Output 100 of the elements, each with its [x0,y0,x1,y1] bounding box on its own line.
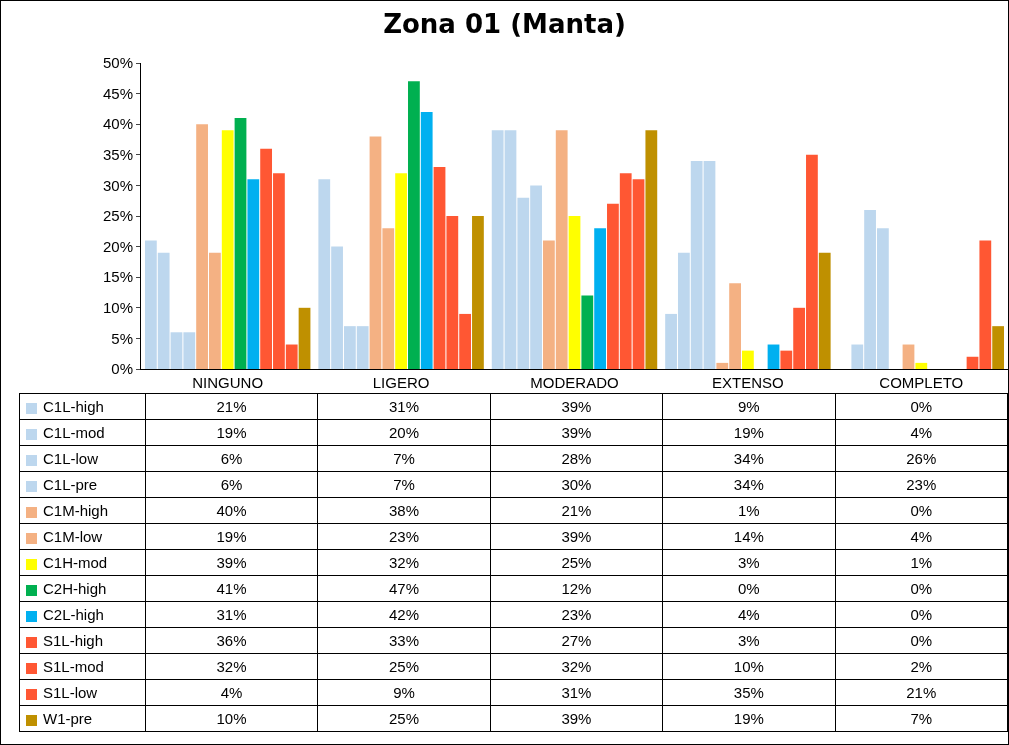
data-label: 0% [835,601,1008,628]
x-tick-label: EXTENSO [712,374,784,391]
chart-title: Zona 01 (Manta) [383,8,626,39]
y-tick-label: 30% [102,176,133,194]
legend-label: C1H-mod [19,549,146,576]
data-label: 0% [835,497,1008,524]
bar [472,216,484,369]
data-label: 39% [490,393,663,420]
bar [408,81,420,369]
legend-label: C2L-high [19,601,146,628]
y-tick-label: 35% [102,146,133,164]
bar [767,344,780,369]
data-label: 39% [490,419,663,446]
x-tick-label: NINGUNO [192,374,264,391]
data-label: 3% [662,549,836,576]
data-label: 19% [145,523,318,550]
data-label: 12% [490,575,663,602]
data-label: 34% [662,445,836,472]
legend-label: C1M-high [19,497,146,524]
bar [992,326,1005,369]
y-tick-label: 50% [102,54,133,72]
data-label: 42% [317,601,491,628]
data-label: 23% [317,523,491,550]
bar [234,118,247,369]
data-label: 41% [145,575,318,602]
data-label: 38% [317,497,491,524]
data-label: 39% [490,705,663,732]
y-tick-label: 15% [102,268,133,286]
bar [581,295,594,369]
data-label: 25% [317,705,491,732]
data-label: 33% [317,627,491,654]
y-tick-label: 40% [102,115,133,133]
data-label: 31% [145,601,318,628]
x-tick-label: LIGERO [372,374,430,391]
data-label: 28% [490,445,663,472]
data-label: 7% [317,471,491,498]
data-label: 23% [835,471,1008,498]
legend-label: W1-pre [19,705,146,732]
data-label: 0% [835,627,1008,654]
y-tick-label: 10% [102,299,133,317]
legend-label: S1L-high [19,627,146,654]
data-label: 39% [145,549,318,576]
data-label: 19% [662,705,836,732]
legend-label: C1L-high [19,393,146,420]
bar [594,228,606,369]
data-label: 14% [662,523,836,550]
legend-label: C2H-high [19,575,146,602]
data-label: 0% [662,575,836,602]
data-label: 30% [490,471,663,498]
data-label: 31% [317,393,491,420]
data-label: 19% [145,419,318,446]
data-label: 36% [145,627,318,654]
bar [645,130,658,369]
bar [247,179,260,369]
data-label: 1% [835,549,1008,576]
data-label: 23% [490,601,663,628]
data-label: 34% [662,471,836,498]
data-label: 39% [490,523,663,550]
data-label: 31% [490,679,663,706]
data-label: 25% [317,653,491,680]
data-label: 9% [317,679,491,706]
bar [395,173,407,369]
y-tick-label: 25% [102,207,133,225]
data-label: 32% [145,653,318,680]
y-tick-label: 45% [102,84,133,102]
data-label: 21% [490,497,663,524]
data-label: 10% [662,653,836,680]
data-label: 26% [835,445,1008,472]
data-label: 40% [145,497,318,524]
legend-label: C1L-mod [19,419,146,446]
data-label: 4% [145,679,318,706]
x-tick-label: MODERADO [530,374,619,391]
data-label: 19% [662,419,836,446]
bar [420,111,433,369]
data-label: 6% [145,471,318,498]
data-label: 6% [145,445,318,472]
data-label: 4% [835,419,1008,446]
bar [902,344,915,369]
legend-label: C1L-low [19,445,146,472]
data-label: 27% [490,627,663,654]
data-label: 7% [835,705,1008,732]
y-tick-label: 0% [111,360,133,378]
bar [915,362,928,369]
y-tick-label: 5% [111,329,133,347]
data-label: 0% [835,575,1008,602]
y-tick-label: 20% [102,237,133,255]
data-label: 4% [662,601,836,628]
legend-label: C1M-low [19,523,146,550]
data-label: 32% [317,549,491,576]
data-label: 47% [317,575,491,602]
data-label: 32% [490,653,663,680]
data-label: 21% [145,393,318,420]
data-label: 4% [835,523,1008,550]
bar [568,216,581,369]
data-label: 7% [317,445,491,472]
legend-label: S1L-low [19,679,146,706]
bar [818,252,831,369]
data-label: 1% [662,497,836,524]
data-label: 2% [835,653,1008,680]
data-label: 35% [662,679,836,706]
